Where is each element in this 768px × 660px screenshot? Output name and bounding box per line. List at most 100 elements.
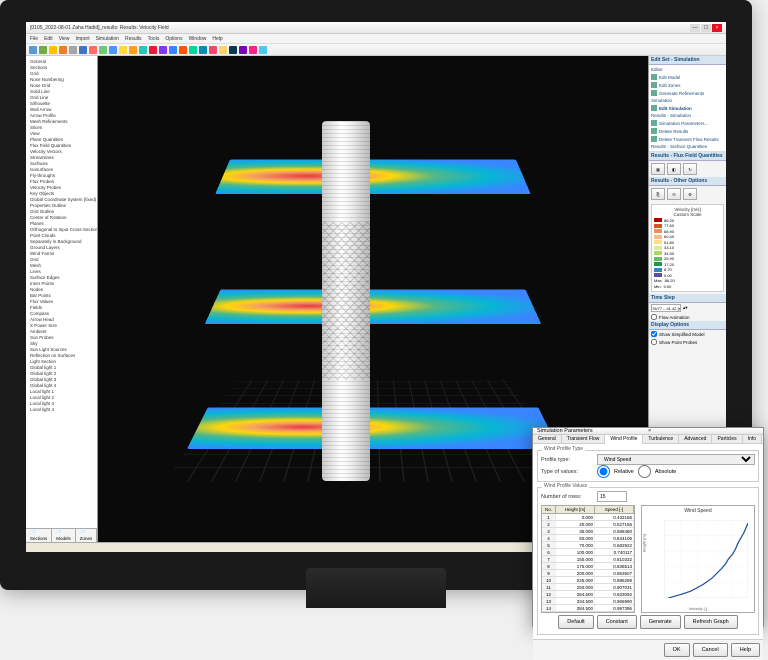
menu-tools[interactable]: Tools <box>148 36 160 42</box>
tool-button[interactable]: ⎘ <box>651 188 665 200</box>
show-probes-checkbox[interactable] <box>651 339 657 345</box>
close-button[interactable]: × <box>712 24 722 32</box>
table-row[interactable]: 7150.0000.810332 <box>542 556 634 563</box>
table-row[interactable]: 11250.0000.907031 <box>542 584 634 591</box>
help-button[interactable]: Help <box>731 643 760 657</box>
dialog-tab-turbulence[interactable]: Turbulence <box>643 435 679 443</box>
tool-button[interactable]: ▦ <box>651 163 665 175</box>
toolbar-button-8[interactable] <box>109 46 117 54</box>
panel-item[interactable]: Delete Results <box>651 127 724 135</box>
table-row[interactable]: 13334.5000.966990 <box>542 598 634 605</box>
panel-item[interactable]: Delete Transient Flow Results <box>651 135 724 143</box>
toolbar-button-1[interactable] <box>39 46 47 54</box>
panel-item[interactable]: Edit Model <box>651 73 724 81</box>
toolbar-button-2[interactable] <box>49 46 57 54</box>
show-simplified-checkbox[interactable] <box>651 331 657 337</box>
dialog-tab-advanced[interactable]: Advanced <box>679 435 712 443</box>
tree-item[interactable]: Global Coordinate System (fixed) <box>28 196 95 202</box>
table-row[interactable]: 8175.0000.838513 <box>542 563 634 570</box>
table-row[interactable]: 570.0000.682922 <box>542 542 634 549</box>
toolbar-button-22[interactable] <box>249 46 257 54</box>
toolbar-button-19[interactable] <box>219 46 227 54</box>
dialog-titlebar: Simulation Parameters × <box>533 428 763 435</box>
menu-view[interactable]: View <box>59 36 70 42</box>
tool-button[interactable]: ◧ <box>667 163 681 175</box>
absolute-radio[interactable] <box>638 465 651 478</box>
table-row[interactable]: 450.0000.634106 <box>542 535 634 542</box>
toolbar-button-13[interactable] <box>159 46 167 54</box>
dialog-tab-transient-flow[interactable]: Transient Flow <box>562 435 606 443</box>
refresh-graph-button[interactable]: Refresh Graph <box>684 615 738 629</box>
toolbar-button-12[interactable] <box>149 46 157 54</box>
menu-simulation[interactable]: Simulation <box>96 36 119 42</box>
toolbar-button-4[interactable] <box>69 46 77 54</box>
cancel-button[interactable]: Cancel <box>693 643 728 657</box>
table-row[interactable]: 10225.0000.886289 <box>542 577 634 584</box>
panel-item[interactable]: Edit Zones <box>651 81 724 89</box>
legend-entry: 25.90 <box>654 256 721 261</box>
flux-controls: ▦ ◧ ↻ <box>649 161 726 177</box>
flow-animation-checkbox[interactable] <box>651 314 657 320</box>
menu-edit[interactable]: Edit <box>44 36 53 42</box>
dialog-tab-wind-profile[interactable]: Wind Profile <box>605 435 643 444</box>
menu-results[interactable]: Results <box>125 36 142 42</box>
table-row[interactable]: 220.0000.527156 <box>542 521 634 528</box>
tree-tab-models[interactable]: 📄 Models <box>52 529 76 542</box>
minimize-button[interactable]: — <box>690 24 700 32</box>
table-row[interactable]: 335.0000.588480 <box>542 528 634 535</box>
tree-tab-sections[interactable]: 📄 Sections <box>26 529 52 542</box>
toolbar-button-18[interactable] <box>209 46 217 54</box>
panel-item[interactable]: Edit Simulation <box>651 104 724 112</box>
tree-item[interactable]: Orthogonal to Input Cross-Sections <box>28 226 95 232</box>
toolbar-button-5[interactable] <box>79 46 87 54</box>
profile-type-select[interactable]: Wind Speed <box>597 454 755 465</box>
tree-tab-zones[interactable]: 📄 Zones <box>76 529 98 542</box>
toolbar-button-7[interactable] <box>99 46 107 54</box>
table-row[interactable]: 14384.5000.997396 <box>542 605 634 612</box>
toolbar-button-11[interactable] <box>139 46 147 54</box>
tree-item[interactable]: Local light 4 <box>28 406 95 412</box>
legend-entry: 86.20 <box>654 218 721 223</box>
table-row[interactable]: 10.0000.432166 <box>542 514 634 521</box>
toolbar-button-16[interactable] <box>189 46 197 54</box>
menu-help[interactable]: Help <box>212 36 222 42</box>
toolbar-button-14[interactable] <box>169 46 177 54</box>
dialog-tab-general[interactable]: General <box>533 435 562 443</box>
group-label: Wind Profile Values <box>542 483 589 489</box>
menu-window[interactable]: Window <box>189 36 207 42</box>
toolbar-button-23[interactable] <box>259 46 267 54</box>
timestep-input[interactable] <box>651 304 681 312</box>
table-row[interactable]: 6100.0000.740117 <box>542 549 634 556</box>
toolbar-button-10[interactable] <box>129 46 137 54</box>
toolbar-button-20[interactable] <box>229 46 237 54</box>
relative-radio[interactable] <box>597 465 610 478</box>
menu-options[interactable]: Options <box>165 36 182 42</box>
table-row[interactable]: 9200.0000.863607 <box>542 570 634 577</box>
maximize-button[interactable]: ☐ <box>701 24 711 32</box>
tool-button[interactable]: ↻ <box>683 163 697 175</box>
menu-import[interactable]: Import <box>75 36 89 42</box>
dialog-title: Simulation Parameters <box>537 428 648 434</box>
toolbar-button-17[interactable] <box>199 46 207 54</box>
toolbar-button-0[interactable] <box>29 46 37 54</box>
toolbar-button-9[interactable] <box>119 46 127 54</box>
tool-button[interactable]: ☷ <box>667 188 681 200</box>
generate-button[interactable]: Generate <box>640 615 681 629</box>
dialog-close-button[interactable]: × <box>648 428 759 434</box>
menu-file[interactable]: File <box>30 36 38 42</box>
panel-item[interactable]: Generate Refinements <box>651 89 724 97</box>
toolbar-button-6[interactable] <box>89 46 97 54</box>
dialog-tab-particles[interactable]: Particles <box>712 435 742 443</box>
toolbar-button-21[interactable] <box>239 46 247 54</box>
timestep-spinner-icon[interactable]: ▴▾ <box>683 305 688 311</box>
toolbar-button-3[interactable] <box>59 46 67 54</box>
dialog-tab-info[interactable]: Info <box>743 435 762 443</box>
toolbar-button-15[interactable] <box>179 46 187 54</box>
default-button[interactable]: Default <box>558 615 593 629</box>
constant-button[interactable]: Constant <box>597 615 637 629</box>
panel-item[interactable]: Simulation Parameters... <box>651 119 724 127</box>
num-rows-input[interactable] <box>597 491 627 502</box>
table-row[interactable]: 12284.5000.933092 <box>542 591 634 598</box>
ok-button[interactable]: OK <box>664 643 690 657</box>
tool-button[interactable]: ⚙ <box>683 188 697 200</box>
